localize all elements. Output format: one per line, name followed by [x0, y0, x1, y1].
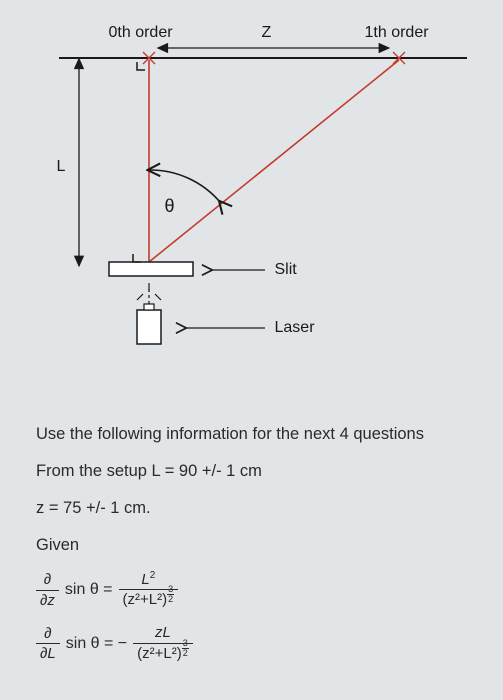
- equation-1: ∂ ∂z sin θ = L2 (z²+L²)32: [36, 570, 481, 610]
- equation-2: ∂ ∂L sin θ = − zL (z²+L²)32: [36, 624, 481, 663]
- slit-rect: [109, 262, 193, 276]
- problem-text: Use the following information for the ne…: [32, 418, 481, 664]
- theta-arc: [149, 170, 220, 202]
- given-line: Given: [36, 529, 481, 562]
- diagram-svg: [37, 18, 477, 388]
- diffraction-diagram: 0th order Z 1th order L θ Slit Laser: [37, 18, 477, 388]
- laser-rect: [137, 310, 161, 344]
- ray-order1: [149, 60, 399, 262]
- z-value-line: z = 75 +/- 1 cm.: [36, 492, 481, 525]
- intro-line: Use the following information for the ne…: [36, 418, 481, 451]
- l-value-line: From the setup L = 90 +/- 1 cm: [36, 455, 481, 488]
